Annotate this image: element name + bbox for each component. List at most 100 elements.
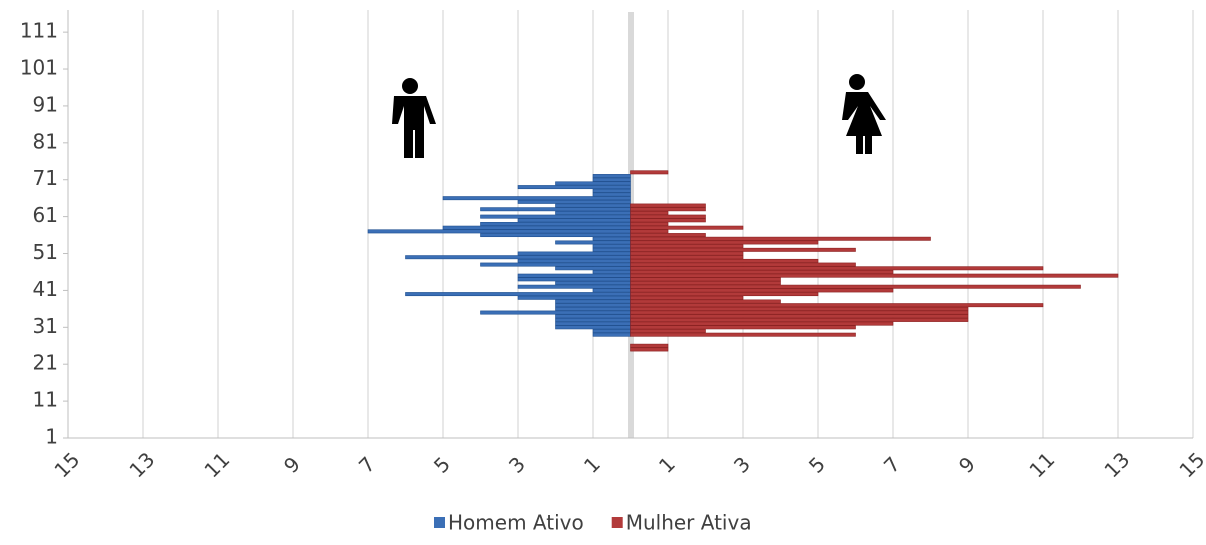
bar	[630, 299, 781, 304]
bar	[630, 347, 669, 352]
x-tick-label: 11	[1024, 447, 1059, 482]
bar	[517, 251, 631, 256]
bar	[405, 292, 631, 297]
bar	[592, 247, 631, 252]
man-icon	[392, 78, 436, 158]
bar	[517, 284, 631, 289]
y-tick-label: 71	[33, 166, 58, 190]
bar	[555, 240, 631, 245]
bar	[630, 218, 706, 223]
bar	[630, 170, 669, 175]
x-tick-label: 7	[879, 452, 905, 478]
bar	[630, 343, 669, 348]
bar	[517, 218, 631, 223]
bar	[630, 303, 1044, 308]
bar	[630, 329, 706, 333]
bar	[480, 207, 631, 212]
bar	[517, 273, 631, 278]
bar	[630, 214, 706, 219]
bar	[630, 255, 744, 260]
bar	[630, 306, 969, 311]
y-tick-label: 31	[33, 314, 58, 338]
bar	[630, 288, 894, 293]
bar	[555, 181, 631, 186]
x-tick-label: 13	[1099, 447, 1134, 482]
y-tick-label: 91	[33, 92, 58, 116]
bar	[592, 174, 631, 178]
y-tick-label: 111	[20, 19, 58, 43]
bar	[630, 222, 669, 226]
bar	[630, 236, 931, 241]
legend-swatch	[611, 517, 623, 528]
bar	[555, 321, 631, 326]
bar	[555, 314, 631, 319]
bar	[592, 332, 631, 337]
bar	[630, 292, 819, 297]
bar	[630, 229, 669, 234]
bar	[517, 258, 631, 263]
bar	[630, 321, 894, 326]
bar	[555, 281, 631, 285]
bar	[630, 251, 744, 256]
x-tick-label: 1	[654, 452, 680, 478]
y-tick-label: 51	[33, 240, 58, 264]
y-tick-label: 61	[33, 203, 58, 227]
bar	[592, 288, 631, 293]
bar	[367, 229, 631, 234]
bar	[630, 325, 856, 330]
bar	[630, 332, 856, 337]
x-tick-label: 3	[504, 452, 530, 478]
legend-label: Mulher Ativa	[626, 511, 752, 535]
bar	[405, 255, 631, 260]
bar	[630, 270, 894, 274]
bar	[630, 284, 1081, 289]
x-tick-label: 3	[729, 452, 755, 478]
bar	[630, 244, 744, 249]
bar	[480, 233, 631, 238]
bar	[630, 295, 744, 300]
bar	[517, 199, 631, 204]
bar	[630, 258, 819, 263]
bar	[555, 203, 631, 208]
bar	[630, 273, 1119, 278]
bar	[630, 266, 1044, 271]
bar	[480, 310, 631, 315]
bar	[630, 225, 744, 230]
y-tick-label: 11	[33, 388, 58, 412]
bar	[592, 188, 631, 193]
bar	[630, 240, 819, 245]
y-tick-label: 1	[45, 425, 58, 449]
bar	[517, 185, 631, 190]
y-tick-label: 21	[33, 351, 58, 375]
bar	[592, 270, 631, 274]
bar	[555, 325, 631, 330]
bar	[630, 203, 706, 208]
bar	[480, 262, 631, 267]
bar	[630, 210, 669, 215]
x-tick-label: 15	[1174, 447, 1206, 482]
bar	[592, 244, 631, 249]
bar	[630, 317, 969, 322]
bar	[555, 303, 631, 308]
bar	[630, 233, 706, 238]
x-tick-label: 1	[579, 452, 605, 478]
legend-label: Homem Ativo	[448, 511, 584, 535]
x-tick-label: 15	[49, 447, 84, 482]
bar	[630, 207, 706, 212]
bar	[480, 222, 631, 226]
x-tick-label: 5	[429, 452, 455, 478]
bar	[442, 225, 631, 230]
x-tick-label: 13	[124, 447, 159, 482]
bar	[592, 236, 631, 241]
bar	[592, 177, 631, 182]
bar	[592, 329, 631, 333]
x-tick-label: 11	[199, 447, 234, 482]
y-tick-label: 41	[33, 277, 58, 301]
legend-swatch	[434, 517, 445, 528]
bar	[555, 299, 631, 304]
bar	[592, 192, 631, 197]
bar	[555, 210, 631, 215]
bar	[630, 281, 781, 285]
bar	[630, 314, 969, 319]
